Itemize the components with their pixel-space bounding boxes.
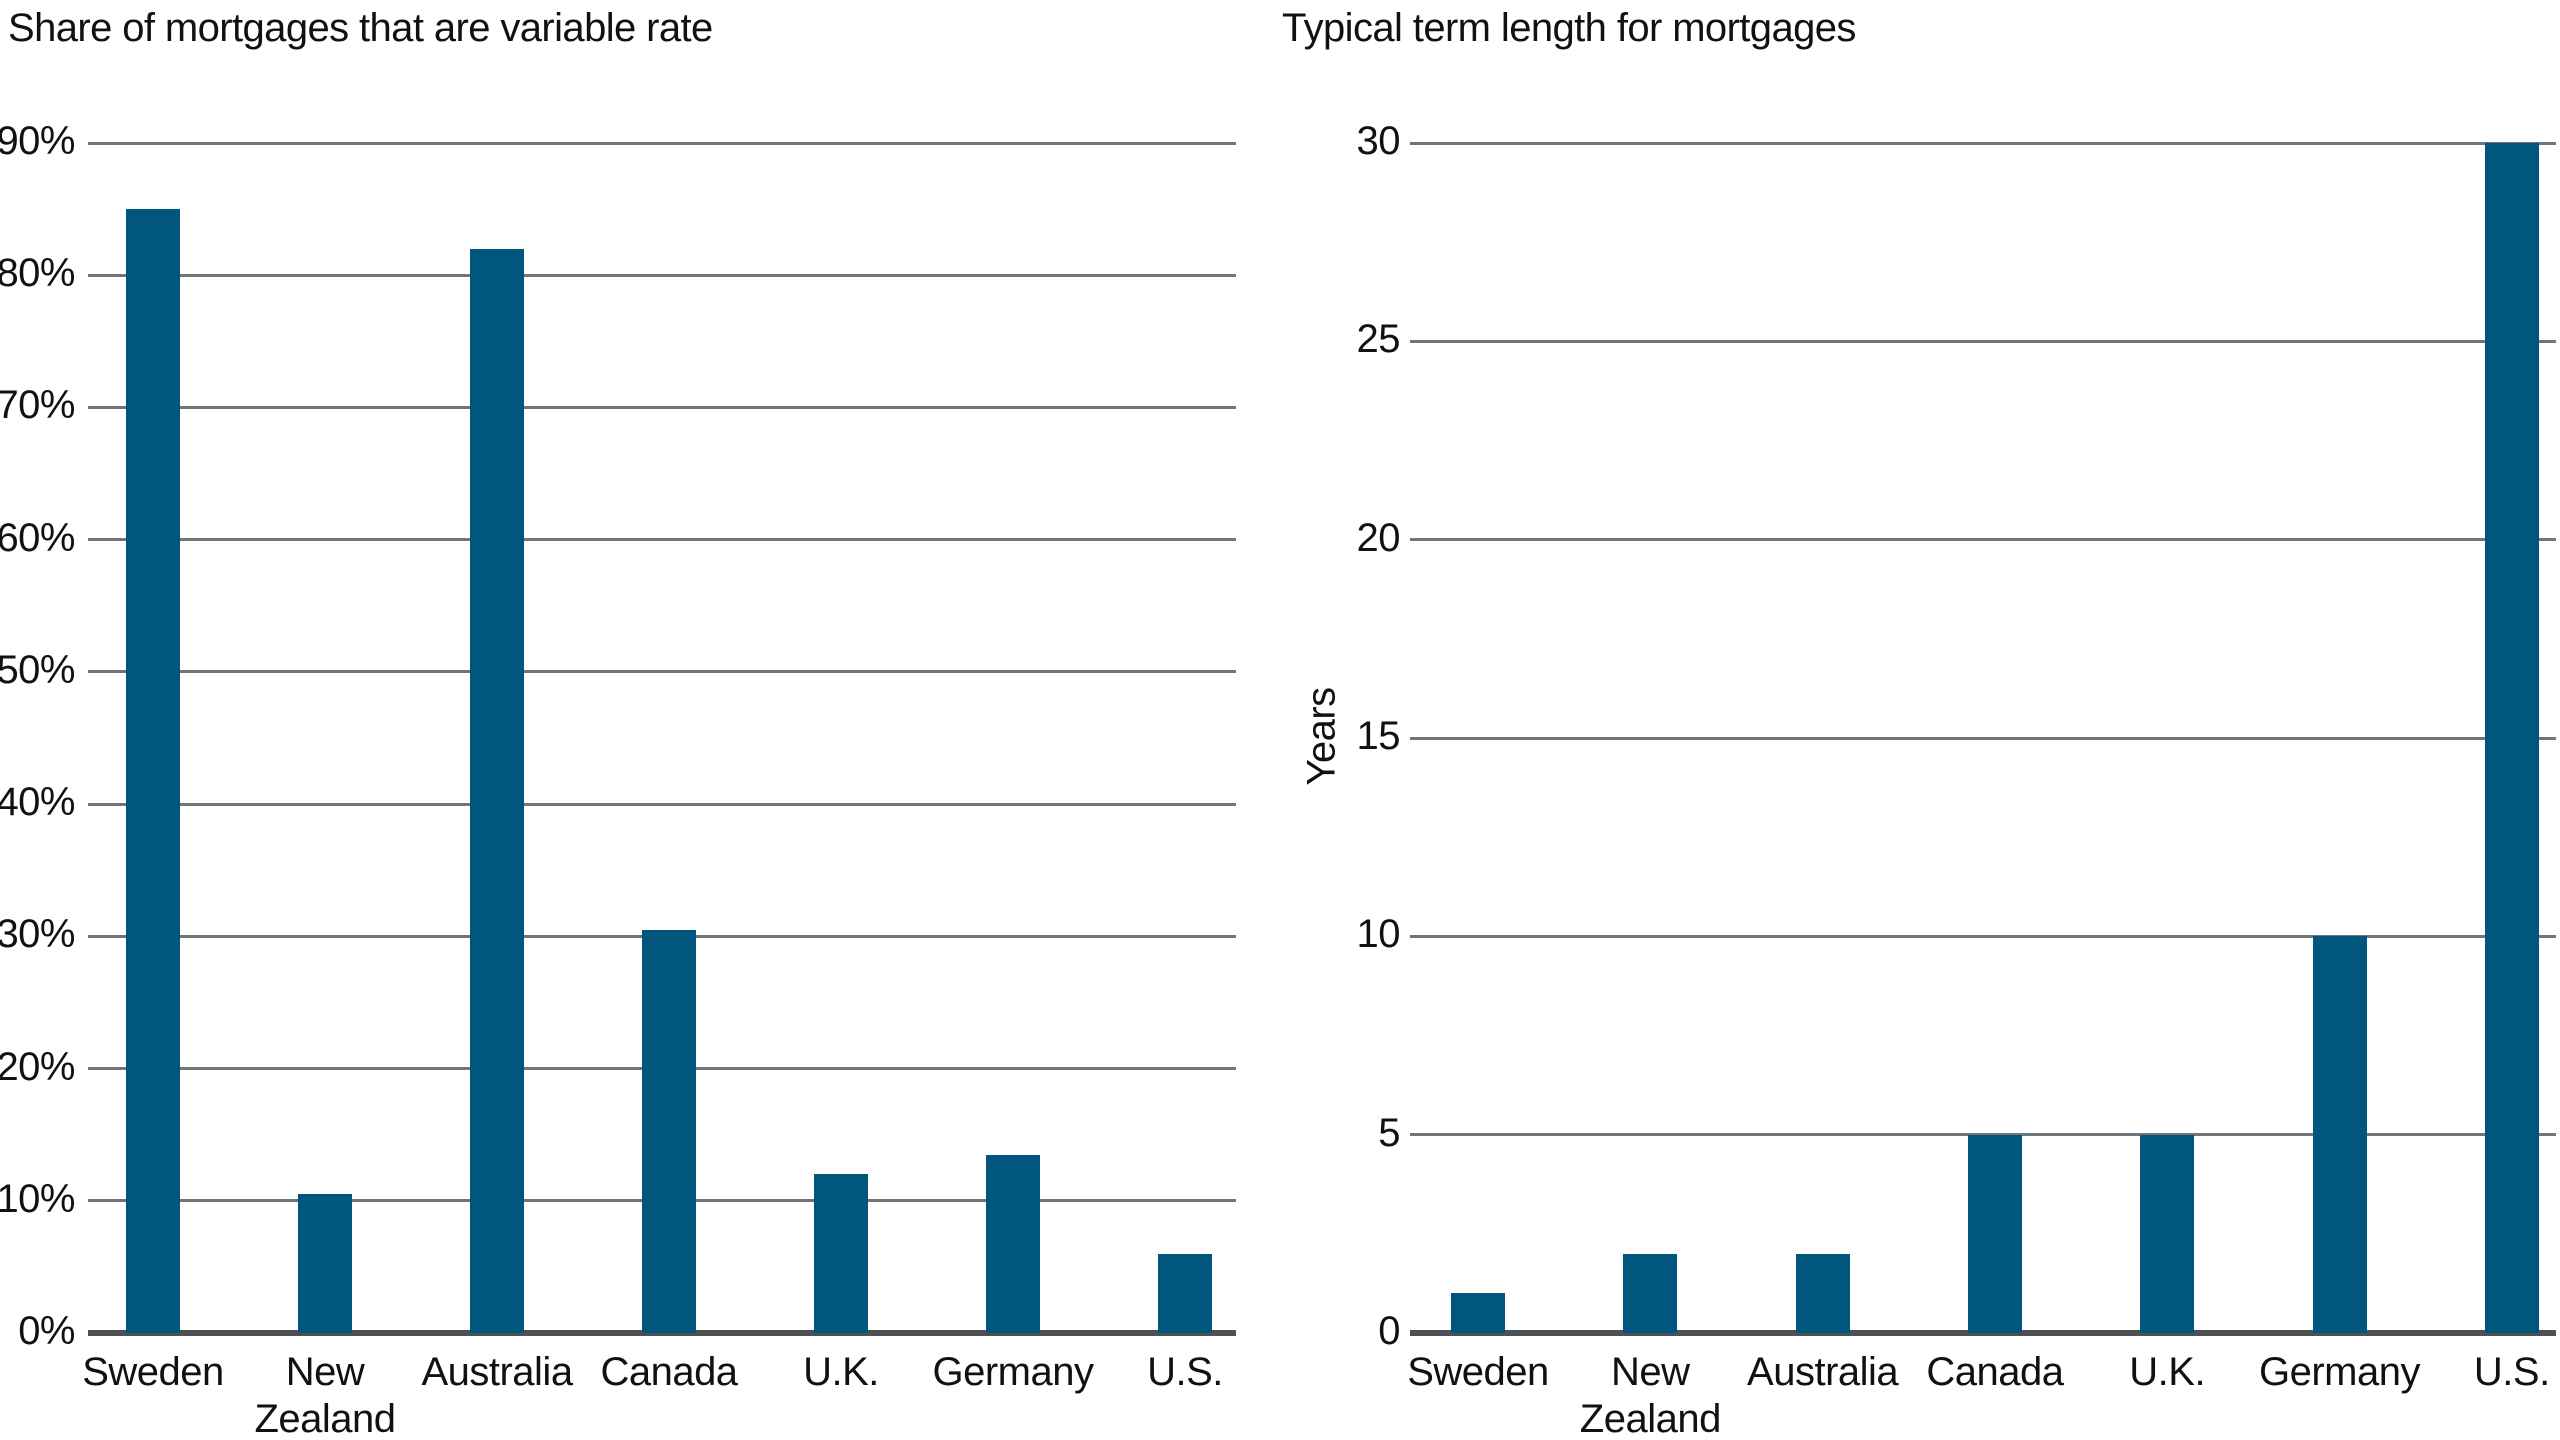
left-chart-title: Share of mortgages that are variable rat… [8,6,713,50]
y-tick-label: 80% [0,251,76,296]
gridline [88,273,1236,277]
bar-u-s [2484,143,2539,1333]
x-category-label: Canada [1926,1350,2064,1394]
y-tick-label: 0 [1378,1309,1400,1353]
bar-u-s [1158,1253,1212,1333]
gridline [1410,141,2556,145]
gridline [1410,934,2556,938]
gridline [88,538,1236,542]
y-tick-label: 50% [0,647,76,692]
bar-canada [642,929,696,1333]
bar-u-k [814,1174,868,1333]
right-chart-title: Typical term length for mortgages [1282,6,1856,50]
y-tick-label: 90% [0,119,76,163]
x-category-label: Canada [600,1350,738,1394]
y-tick-label: 10% [0,1176,76,1221]
y-tick-label: 30 [1356,119,1401,163]
bar-new-zealand [1623,1253,1678,1333]
x-category-label: U.K. [2129,1350,2206,1394]
x-category-label: Sweden [82,1350,224,1394]
bar-canada [1967,1134,2022,1333]
bar-sweden [1451,1293,1505,1333]
y-tick-label: 10 [1356,912,1401,957]
bar-germany [2312,936,2367,1333]
bar-germany [986,1154,1040,1333]
bar-u-k [2140,1134,2195,1333]
gridline [88,670,1236,674]
x-category-label: U.S. [1147,1350,1223,1394]
y-tick-label: 15 [1356,714,1401,758]
y-tick-label: 5 [1378,1110,1400,1155]
gridline [1410,538,2556,542]
gridline [1410,736,2556,740]
x-category-label: U.S. [2473,1350,2550,1394]
bar-australia [470,248,524,1333]
x-category-label: Germany [2259,1350,2421,1394]
x-category-label: Germany [932,1350,1095,1394]
bar-australia [1795,1253,1850,1333]
y-tick-label: 70% [0,383,76,428]
bar-new-zealand [298,1194,352,1333]
x-category-label: Sweden [1407,1350,1549,1394]
gridline [88,141,1236,145]
x-axis-baseline [1410,1330,2556,1336]
bar-sweden [126,209,180,1333]
y-tick-label: 25 [1356,317,1401,362]
x-axis-baseline [88,1330,1236,1336]
gridline [88,405,1236,409]
y-tick-label: 20% [0,1044,76,1089]
x-category-label: New Zealand [254,1350,396,1440]
gridline [88,802,1236,806]
x-category-label: Australia [1747,1350,1899,1394]
y-tick-label: 0% [18,1309,75,1353]
x-category-label: New Zealand [1579,1350,1722,1440]
x-category-label: Australia [421,1350,573,1394]
y-tick-label: 30% [0,912,76,957]
y-tick-label: 60% [0,515,76,560]
x-category-label: U.K. [803,1350,879,1394]
gridline [1410,339,2556,343]
y-tick-label: 40% [0,780,76,825]
y-tick-label: 20 [1356,515,1401,560]
